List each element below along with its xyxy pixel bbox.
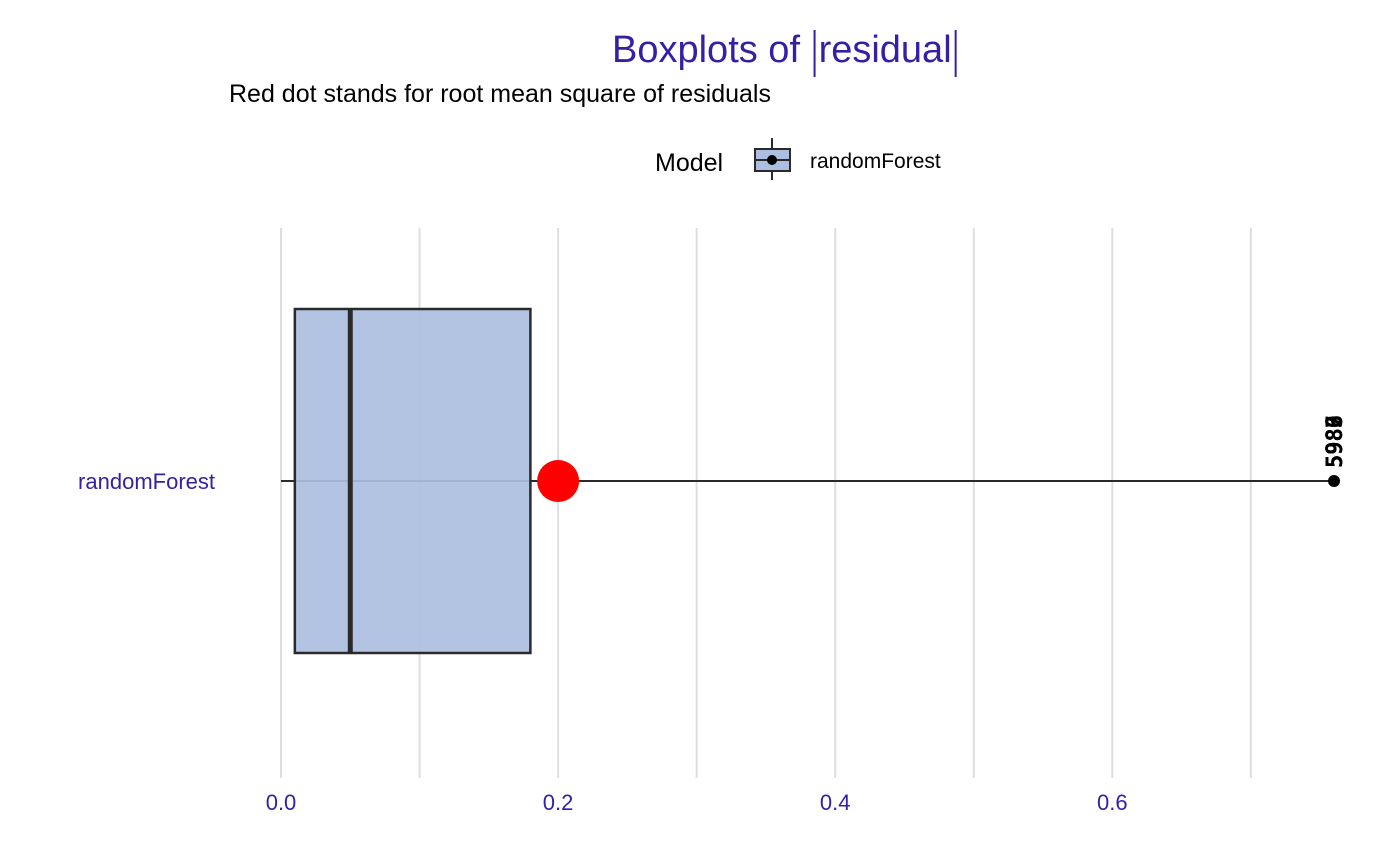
y-category-label-randomForest: randomForest bbox=[78, 469, 215, 494]
iqr-box bbox=[293, 307, 532, 655]
legend-dot bbox=[767, 155, 777, 165]
title-residual: residual bbox=[819, 29, 952, 71]
legend-title: Model bbox=[655, 149, 723, 177]
legend-key bbox=[754, 138, 791, 180]
outlier-label-5986: 5986 bbox=[1323, 415, 1348, 468]
title-prefix: Boxplots of bbox=[612, 29, 811, 71]
x-tick-label-2: 0.4 bbox=[820, 790, 851, 815]
y-axis: randomForest bbox=[78, 469, 215, 494]
outlier-point-0 bbox=[1328, 475, 1340, 487]
chart-subtitle: Red dot stands for root mean square of r… bbox=[229, 80, 771, 108]
x-tick-label-0: 0.0 bbox=[266, 790, 297, 815]
chart-title-text: Boxplots of residual bbox=[612, 29, 952, 71]
rmse-dot bbox=[537, 460, 580, 502]
x-axis: 0.0 0.2 0.4 0.6 bbox=[266, 790, 1128, 815]
outlier-label-5983: 5983 bbox=[1323, 415, 1348, 468]
outlier-label-5987: 5987 bbox=[1323, 415, 1348, 468]
outlier-label-5980: 5980 bbox=[1323, 415, 1348, 468]
chart-title: Boxplots of residual bbox=[612, 29, 957, 77]
x-tick-label-1: 0.2 bbox=[543, 790, 574, 815]
x-tick-label-3: 0.6 bbox=[1097, 790, 1128, 815]
legend: Model randomForest bbox=[655, 138, 941, 180]
legend-label-randomforest: randomForest bbox=[810, 150, 941, 173]
